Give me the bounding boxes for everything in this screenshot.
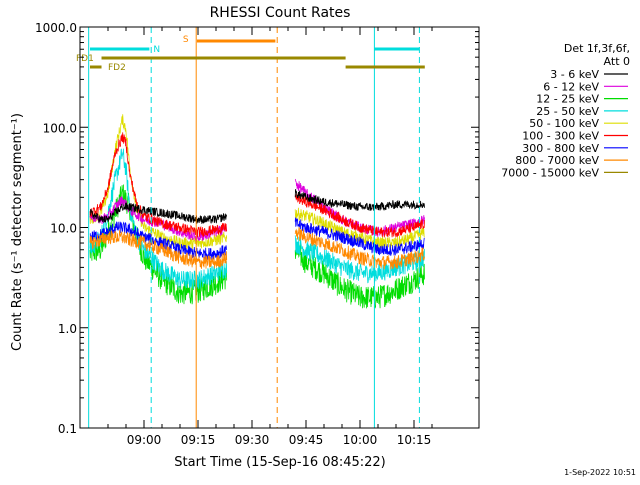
flag-label-s: S bbox=[183, 35, 189, 45]
vertical-lines-layer bbox=[88, 27, 420, 428]
series-line-50-100-kev-seg1 bbox=[294, 207, 425, 250]
y-tick-label: 1000.0 bbox=[35, 21, 77, 35]
x-tick-label: 09:00 bbox=[127, 433, 162, 447]
y-tick-label: 1.0 bbox=[58, 322, 77, 336]
legend-header-detectors: Det 1f,3f,6f, bbox=[564, 42, 630, 55]
legend-header-attenuator: Att 0 bbox=[604, 55, 630, 68]
series-line-25-50-kev-seg0 bbox=[89, 148, 228, 289]
y-tick-label: 100.0 bbox=[43, 121, 77, 135]
legend-entry-label: 7000 - 15000 keV bbox=[501, 166, 599, 179]
series-line-800-7000-kev-seg0 bbox=[89, 229, 228, 269]
axes-layer: 09:00 09:15 09:30 09:45 10:00 10:15 0.1 1.0 10.0… bbox=[35, 21, 479, 447]
legend-entry-label: 300 - 800 keV bbox=[522, 142, 599, 155]
series-line-800-7000-kev-seg1 bbox=[294, 226, 425, 270]
series-line-3-6-kev-seg0 bbox=[89, 202, 228, 224]
y-tick-label: 0.1 bbox=[58, 422, 77, 436]
legend-entry-label: 12 - 25 keV bbox=[536, 93, 599, 106]
x-tick-label: 10:00 bbox=[343, 433, 378, 447]
x-tick-label: 10:15 bbox=[397, 433, 432, 447]
series-line-12-25-kev-seg0 bbox=[89, 184, 228, 305]
legend-entry-label: 800 - 7000 keV bbox=[515, 154, 599, 167]
flag-bars-layer: N S FD1 FD2 bbox=[76, 35, 425, 73]
x-tick-label: 09:15 bbox=[181, 433, 216, 447]
legend-entry-label: 25 - 50 keV bbox=[536, 105, 599, 118]
series-line-50-100-kev-seg0 bbox=[89, 114, 228, 250]
timestamp: 1-Sep-2022 10:51 bbox=[564, 468, 636, 477]
series-line-100-300-kev-seg0 bbox=[89, 132, 227, 238]
x-tick-label: 09:45 bbox=[289, 433, 324, 447]
series-line-300-800-kev-seg1 bbox=[294, 217, 425, 256]
y-axis-label: Count Rate (s⁻¹ detector segment⁻¹) bbox=[10, 113, 25, 351]
flag-label-n: N bbox=[153, 45, 160, 55]
legend-entry-label: 100 - 300 keV bbox=[522, 130, 599, 143]
legend-entry-label: 3 - 6 keV bbox=[550, 68, 599, 81]
series-line-12-25-kev-seg1 bbox=[294, 241, 425, 309]
series-line-100-300-kev-seg1 bbox=[295, 193, 425, 238]
series-line-25-50-kev-seg1 bbox=[294, 235, 425, 284]
flag-label-fd1: FD1 bbox=[76, 54, 94, 64]
legend-entry-label: 6 - 12 keV bbox=[543, 80, 599, 93]
legend-entry-label: 50 - 100 keV bbox=[529, 117, 599, 130]
chart-title: RHESSI Count Rates bbox=[210, 5, 351, 21]
series-line-3-6-kev-seg1 bbox=[294, 189, 425, 212]
y-tick-label: 10.0 bbox=[50, 222, 77, 236]
flag-label-fd2: FD2 bbox=[108, 63, 126, 73]
series-layer bbox=[89, 114, 425, 309]
x-tick-label: 09:30 bbox=[235, 433, 270, 447]
x-axis-label: Start Time (15-Sep-16 08:45:22) bbox=[174, 455, 385, 470]
